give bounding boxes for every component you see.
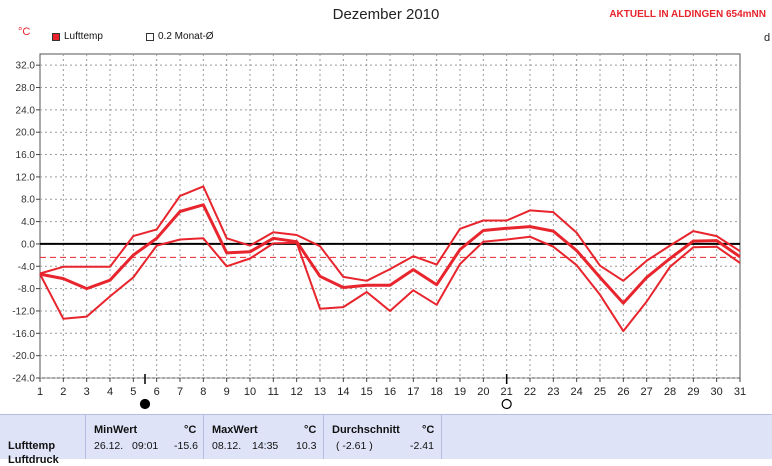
avg-unit: °C	[422, 424, 435, 436]
y-tick-label: -4.0	[18, 262, 36, 273]
moon-new-icon	[139, 398, 151, 410]
series-line-max	[39, 185, 741, 282]
x-tick-label: 9	[224, 386, 230, 398]
stats-row-label-2: Luftdruck	[8, 454, 59, 466]
y-tick-label: -16.0	[12, 329, 35, 340]
series-group	[39, 185, 741, 333]
legend-item-lufttemp: Lufttemp	[52, 31, 103, 42]
x-tick-label: 21	[501, 386, 513, 398]
avg-paren-value: ( -2.61 )	[336, 440, 373, 452]
x-tick-label: 3	[84, 386, 90, 398]
x-tick-label: 17	[407, 386, 419, 398]
y-axis-ticks: 32.0 28.0 24.0 20.0 16.0 12.0 8.0 4.0 0.0 -4.0 -8.…	[12, 61, 40, 385]
x-tick-label: 7	[177, 386, 183, 398]
y-axis-unit: °C	[18, 26, 31, 38]
x-tick-label: 6	[154, 386, 160, 398]
y-tick-label: -24.0	[12, 374, 35, 385]
x-tick-label: 27	[641, 386, 653, 398]
stats-row-label: Lufttemp	[8, 440, 56, 452]
series-line-min	[39, 235, 741, 333]
avg-header: Durchschnitt	[332, 424, 400, 436]
avg-value: -2.41	[410, 440, 434, 452]
y-tick-label: 16.0	[16, 150, 36, 161]
x-tick-label: 18	[431, 386, 443, 398]
min-date: 26.12.	[94, 440, 124, 452]
stats-avg-cell: Durchschnitt °C ( -2.61 ) -2.41	[324, 415, 442, 459]
legend-label-lufttemp: Lufttemp	[64, 31, 103, 42]
min-value: -15.6	[174, 440, 198, 452]
x-tick-label: 23	[547, 386, 559, 398]
x-tick-label: 22	[524, 386, 536, 398]
max-header: MaxWert	[212, 424, 258, 436]
y-tick-label: -8.0	[18, 284, 36, 295]
location-label: AKTUELL IN ALDINGEN 654mNN	[609, 9, 766, 20]
x-tick-label: 29	[687, 386, 699, 398]
x-tick-label: 26	[617, 386, 629, 398]
legend-swatch-month-average	[146, 32, 154, 41]
x-tick-label: 28	[664, 386, 676, 398]
chart-title: Dezember 2010	[332, 6, 440, 23]
x-tick-label: 10	[244, 386, 256, 398]
stats-max-cell: MaxWert °C 08.12. 14:35 10.3	[204, 415, 324, 459]
chart-header: Dezember 2010 AKTUELL IN ALDINGEN 654mNN…	[0, 0, 772, 50]
y-tick-label: -12.0	[12, 306, 35, 317]
x-tick-label: 14	[337, 386, 349, 398]
y-tick-label: 8.0	[21, 195, 35, 206]
cropped-edge-letter: d	[764, 32, 771, 44]
y-tick-label: 32.0	[16, 61, 36, 72]
x-tick-label: 8	[200, 386, 206, 398]
stats-min-cell: MinWert °C 26.12. 09:01 -15.6	[86, 415, 204, 459]
min-header: MinWert	[94, 424, 138, 436]
stats-label-cell: Lufttemp Luftdruck	[0, 415, 86, 466]
x-tick-label: 20	[477, 386, 489, 398]
x-axis-ticks: 1 2 3 4 5 6 7 8 9 10 11 12 13 14 15 16 17 18 19 20 21 22 23 24 2…	[37, 378, 746, 398]
y-tick-label: 4.0	[21, 217, 35, 228]
min-time: 09:01	[132, 440, 159, 452]
x-tick-label: 2	[60, 386, 66, 398]
y-tick-label: 0.0	[21, 239, 35, 250]
x-tick-label: 24	[571, 386, 583, 398]
max-unit: °C	[304, 424, 317, 436]
legend-swatch-lufttemp	[52, 32, 60, 41]
x-tick-label: 16	[384, 386, 396, 398]
x-tick-label: 11	[268, 386, 279, 398]
stats-bar: Lufttemp Luftdruck MinWert °C 26.12. 09:…	[0, 414, 772, 466]
x-tick-label: 19	[454, 386, 466, 398]
x-tick-label: 13	[314, 386, 326, 398]
max-time: 14:35	[252, 440, 279, 452]
x-tick-label: 15	[361, 386, 373, 398]
y-tick-label: 28.0	[16, 83, 36, 94]
x-tick-label: 4	[107, 386, 113, 398]
legend-item-month-average: 0.2 Monat-Ø	[146, 31, 214, 42]
x-tick-label: 31	[734, 386, 746, 398]
y-tick-label: 20.0	[16, 128, 36, 139]
moon-phase-markers	[139, 374, 512, 410]
legend-label-month-average: 0.2 Monat-Ø	[158, 31, 214, 42]
min-unit: °C	[184, 424, 197, 436]
y-tick-label: 24.0	[16, 105, 36, 116]
max-date: 08.12.	[212, 440, 242, 452]
y-tick-label: 12.0	[16, 172, 36, 183]
x-tick-label: 30	[711, 386, 723, 398]
x-tick-label: 25	[594, 386, 606, 398]
y-tick-label: -20.0	[12, 351, 35, 362]
x-tick-label: 12	[291, 386, 303, 398]
series-line-mean	[39, 203, 741, 305]
x-tick-label: 1	[37, 386, 43, 398]
moon-full-icon	[501, 398, 512, 410]
max-value: 10.3	[296, 440, 317, 452]
temperature-chart: 32.0 28.0 24.0 20.0 16.0 12.0 8.0 4.0 0.0 -4.0 -8.…	[12, 53, 746, 410]
x-tick-label: 5	[130, 386, 136, 398]
